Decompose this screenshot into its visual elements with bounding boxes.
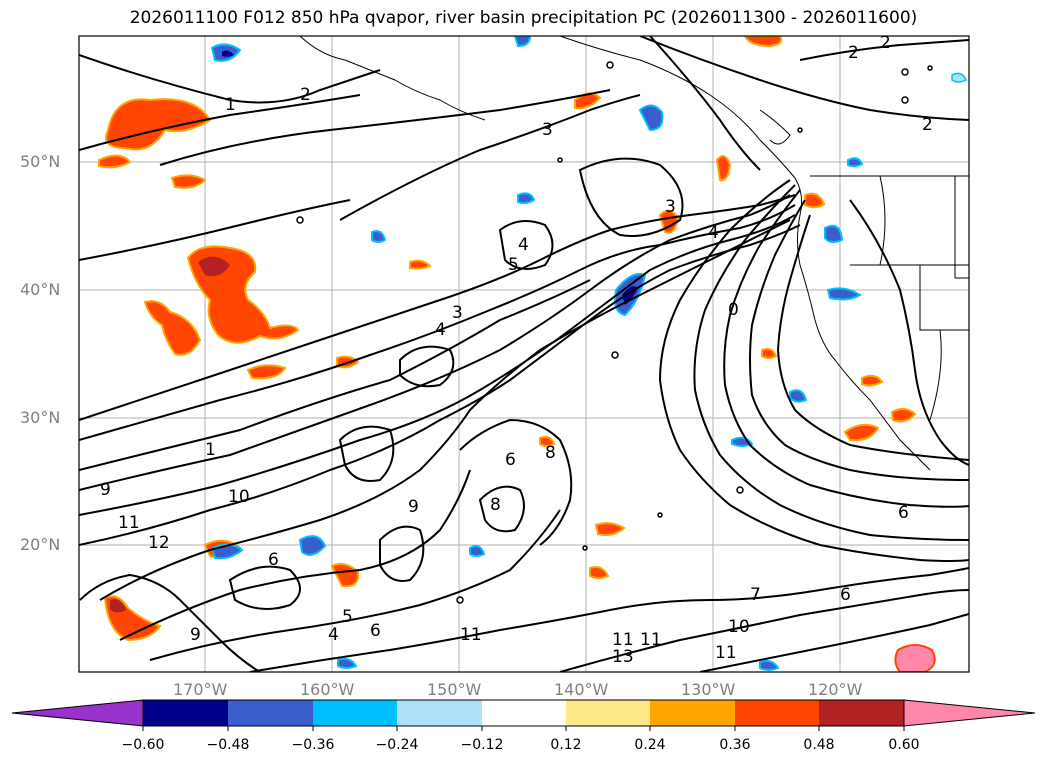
contour-label: 3 (665, 197, 676, 217)
contour-label: 0 (728, 300, 739, 320)
contour-label: 10 (728, 617, 750, 637)
contour-label: 10 (228, 487, 250, 507)
contour-label: 4 (328, 625, 339, 645)
contour-label: 9 (408, 497, 419, 517)
contour-label: 8 (545, 443, 556, 463)
contour-label: 1 (225, 95, 236, 115)
contour-label: 2 (848, 43, 859, 63)
colorbar-extend-high (903, 699, 1036, 727)
lat-label: 30°N (20, 408, 61, 427)
colorbar-bin (313, 700, 397, 726)
colorbar-tick-label: −0.12 (460, 737, 504, 753)
colorbar-bin (482, 700, 566, 726)
colorbar-bin (228, 700, 313, 726)
colorbar-tick-label: −0.60 (121, 737, 165, 753)
lon-label: 170°W (173, 680, 228, 699)
contour-label: 2 (922, 115, 933, 135)
contour-label: 11 (612, 630, 634, 650)
colorbar-bin (819, 700, 904, 726)
colorbar-bin (566, 700, 650, 726)
contour-label: 11 (640, 630, 662, 650)
colorbar (11, 699, 1036, 731)
contour-label: 5 (342, 607, 353, 627)
lon-label: 150°W (427, 680, 482, 699)
colorbar-frame (142, 699, 905, 727)
contour-label: 2 (300, 85, 311, 105)
contour-label: 4 (518, 235, 529, 255)
contour-label: 13 (612, 647, 634, 667)
colorbar-tick-label: −0.36 (291, 737, 335, 753)
small-contour-blobs (296, 61, 933, 604)
lon-label: 120°W (808, 680, 863, 699)
colorbar-bin (735, 700, 819, 726)
lon-label: 160°W (300, 680, 355, 699)
lon-label: 130°W (681, 680, 736, 699)
contour-label: 3 (542, 120, 553, 140)
colorbar-bin (650, 700, 735, 726)
colorbar-tick-label: 0.36 (719, 737, 751, 753)
lon-label: 140°W (554, 680, 609, 699)
contour-label: 11 (715, 643, 737, 663)
contour-label: 7 (750, 585, 761, 605)
colorbar-bin (397, 700, 482, 726)
colorbar-tick-label: 0.60 (888, 737, 920, 753)
colorbar-tick-label: −0.48 (206, 737, 250, 753)
qvapor-contours (79, 36, 969, 672)
colorbar-ticks (142, 726, 905, 731)
contour-label: 4 (708, 223, 719, 243)
colorbar-tick-label: 0.48 (803, 737, 835, 753)
contour-label: 12 (148, 533, 170, 553)
contour-label: 6 (505, 450, 516, 470)
lat-label: 20°N (20, 535, 61, 554)
colorbar-tick-label: 0.24 (634, 737, 666, 753)
contour-label: 6 (840, 585, 851, 605)
figure-title: 2026011100 F012 850 hPa qvapor, river ba… (129, 8, 918, 28)
contour-label: 9 (100, 480, 111, 500)
contour-label: 2 (880, 33, 891, 53)
contour-label: 6 (898, 503, 909, 523)
contour-label: 3 (452, 303, 463, 323)
contour-label: 11 (460, 625, 482, 645)
contour-label: 9 (190, 625, 201, 645)
map-frame (78, 35, 970, 673)
colorbar-extend-low (11, 699, 144, 727)
lat-label: 40°N (20, 280, 61, 299)
colorbar-tick-label: 0.12 (550, 737, 582, 753)
contour-label: 8 (490, 495, 501, 515)
colorbar-bin (143, 700, 228, 726)
contour-label: 4 (435, 320, 446, 340)
colorbar-tick-label: −0.24 (375, 737, 419, 753)
lat-label: 50°N (20, 152, 61, 171)
contour-label: 6 (268, 550, 279, 570)
contour-label: 6 (370, 621, 381, 641)
contour-label: 5 (508, 255, 519, 275)
contour-label: 11 (118, 513, 140, 533)
contour-label-group: 1 2 2 2 2 3 3 4 4 5 3 4 0 1 9 10 11 12 1… (100, 33, 933, 667)
contour-label: 1 (205, 440, 216, 460)
map-plot-area (79, 36, 969, 672)
